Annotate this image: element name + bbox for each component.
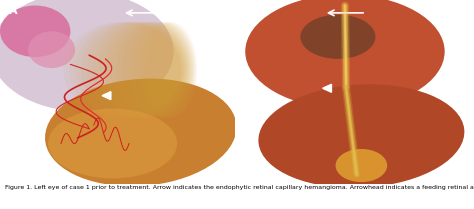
Ellipse shape: [104, 22, 189, 118]
Ellipse shape: [258, 84, 465, 188]
Ellipse shape: [75, 22, 183, 118]
Ellipse shape: [128, 22, 193, 118]
Ellipse shape: [0, 5, 70, 57]
Ellipse shape: [245, 0, 445, 108]
Ellipse shape: [45, 79, 237, 186]
Ellipse shape: [48, 108, 177, 178]
Ellipse shape: [110, 22, 190, 118]
Ellipse shape: [122, 22, 192, 118]
Ellipse shape: [134, 22, 195, 118]
Ellipse shape: [64, 22, 181, 118]
Ellipse shape: [146, 22, 197, 118]
Ellipse shape: [69, 22, 182, 118]
Ellipse shape: [93, 22, 187, 118]
Ellipse shape: [99, 22, 188, 118]
Text: A: A: [9, 5, 18, 15]
Text: Figure 1. Left eye of case 1 prior to treatment. Arrow indicates the endophytic : Figure 1. Left eye of case 1 prior to tr…: [5, 185, 474, 190]
Ellipse shape: [87, 22, 185, 118]
Ellipse shape: [336, 149, 387, 182]
Ellipse shape: [0, 0, 173, 111]
Ellipse shape: [301, 15, 375, 59]
Ellipse shape: [116, 22, 191, 118]
Text: B: B: [249, 5, 257, 15]
Ellipse shape: [28, 31, 75, 68]
Ellipse shape: [81, 22, 184, 118]
Ellipse shape: [140, 22, 196, 118]
